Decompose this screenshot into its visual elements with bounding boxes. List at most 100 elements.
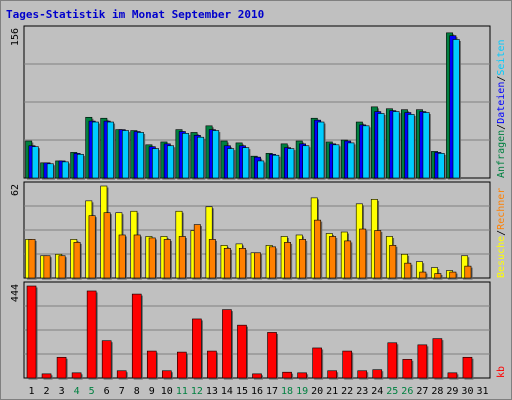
x-tick-label-27: 27: [416, 386, 428, 397]
x-tick-label-2: 2: [44, 386, 50, 397]
bar-seiten-19: [302, 145, 310, 179]
bar-rechner-28: [434, 273, 442, 279]
legend-entry-slash: /: [496, 230, 507, 236]
bar-rechner-29: [449, 271, 457, 279]
x-tick-label-4: 4: [74, 386, 80, 397]
bar-kb-30: [462, 356, 473, 379]
bar-kb-29: [447, 372, 458, 379]
x-tick-label-11: 11: [176, 386, 188, 397]
x-tick-label-21: 21: [326, 386, 338, 397]
bar-seiten-24: [377, 113, 385, 179]
bar-kb-5: [86, 290, 97, 379]
legend-entry-kb: kb: [496, 366, 507, 378]
bar-kb-22: [342, 350, 353, 379]
bar-rechner-13: [208, 239, 216, 279]
bar-seiten-1: [31, 146, 39, 179]
bar-rechner-10: [163, 239, 171, 279]
bar-seiten-12: [197, 136, 205, 179]
bar-seiten-11: [182, 133, 190, 179]
bar-kb-18: [282, 371, 292, 379]
bar-seiten-10: [167, 145, 175, 179]
bar-seiten-3: [61, 161, 69, 179]
bar-seiten-23: [362, 125, 370, 179]
bar-kb-7: [116, 370, 127, 379]
bar-kb-17: [267, 332, 277, 379]
bar-rechner-4: [73, 242, 81, 279]
x-tick-label-1: 1: [29, 386, 35, 397]
bar-kb-23: [357, 370, 368, 379]
bar-kb-12: [192, 318, 202, 379]
bar-kb-10: [161, 370, 172, 379]
bar-kb-9: [146, 350, 157, 379]
bar-rechner-26: [404, 262, 412, 279]
bar-rechner-6: [103, 212, 111, 279]
bar-seiten-18: [287, 148, 295, 179]
bar-seiten-6: [106, 121, 114, 179]
bar-rechner-1: [28, 239, 36, 279]
bar-rechner-20: [314, 219, 322, 279]
x-tick-label-29: 29: [446, 386, 458, 397]
panel-max-label-middle: 62: [10, 184, 21, 196]
bar-kb-15: [237, 324, 247, 379]
bar-seiten-14: [227, 148, 235, 179]
x-tick-label-30: 30: [461, 386, 473, 397]
x-tick-label-13: 13: [206, 386, 218, 397]
bar-rechner-23: [359, 228, 367, 279]
bar-kb-1: [26, 285, 37, 379]
x-tick-label-8: 8: [134, 386, 140, 397]
x-tick-label-24: 24: [371, 386, 383, 397]
x-tick-label-25: 25: [386, 386, 398, 397]
panel-max-label-top: 156: [10, 28, 21, 46]
bar-rechner-19: [299, 239, 307, 279]
side-legend-bottom: kb: [496, 366, 507, 378]
bar-rechner-3: [58, 255, 66, 279]
bar-rechner-24: [374, 230, 382, 279]
bar-kb-8: [131, 293, 142, 379]
bar-kb-2: [41, 373, 52, 379]
chart-title: Tages-Statistik im Monat September 2010: [6, 8, 264, 21]
bar-rechner-5: [88, 215, 96, 279]
x-tick-label-23: 23: [356, 386, 368, 397]
legend-entry-slash: /: [496, 124, 507, 130]
bar-kb-11: [177, 351, 187, 379]
x-tick-label-17: 17: [266, 386, 278, 397]
panel-max-label-bottom: 444: [10, 284, 21, 302]
bar-kb-20: [312, 347, 322, 379]
x-tick-label-20: 20: [311, 386, 323, 397]
x-tick-label-6: 6: [104, 386, 110, 397]
bar-kb-26: [402, 359, 413, 379]
x-tick-label-18: 18: [281, 386, 293, 397]
bar-kb-19: [297, 372, 307, 379]
x-tick-label-14: 14: [221, 386, 233, 397]
bar-seiten-17: [272, 154, 280, 179]
x-tick-label-15: 15: [236, 386, 248, 397]
bar-seiten-22: [347, 142, 355, 179]
bar-rechner-17: [269, 246, 276, 279]
bar-seiten-25: [392, 111, 400, 179]
x-tick-label-9: 9: [149, 386, 155, 397]
bar-kb-28: [432, 338, 443, 379]
x-tick-label-3: 3: [59, 386, 65, 397]
bar-kb-13: [207, 350, 217, 379]
legend-entry-anfragen: Anfragen: [496, 130, 507, 178]
bar-seiten-5: [91, 121, 99, 179]
bar-rechner-9: [148, 237, 156, 279]
bar-kb-16: [252, 373, 262, 379]
bar-rechner-15: [238, 248, 246, 279]
x-tick-label-16: 16: [251, 386, 263, 397]
legend-entry-slash: /: [496, 76, 507, 82]
chart-panels: 156Anfragen/Dateien/Seiten62Besuche/Rech…: [10, 25, 507, 397]
bar-rechner-7: [118, 234, 126, 279]
bar-rechner-22: [344, 240, 352, 279]
bar-rechner-8: [133, 234, 141, 279]
bar-seiten-7: [122, 130, 129, 179]
x-tick-label-7: 7: [119, 386, 125, 397]
bar-rechner-11: [178, 236, 186, 279]
bar-seiten-13: [212, 130, 220, 179]
bar-seiten-4: [76, 153, 84, 179]
bar-kb-3: [56, 356, 67, 379]
bar-seiten-16: [257, 160, 265, 179]
x-tick-label-10: 10: [161, 386, 173, 397]
x-axis-labels: 1 2 3 4 5 6 7 8 9 10 11 12 13 14 15 16 17 18 19 20 21 22 23 24 2…: [29, 386, 489, 397]
